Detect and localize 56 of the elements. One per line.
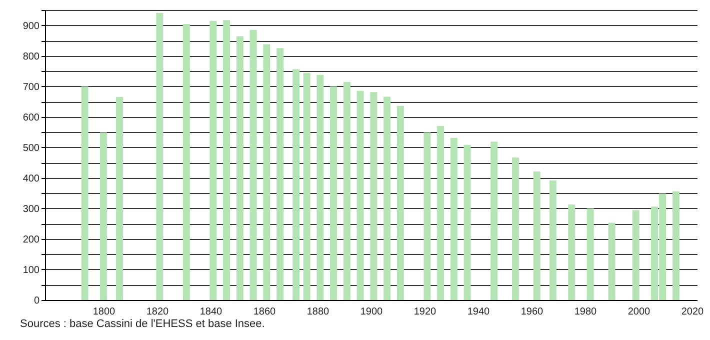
bar xyxy=(512,157,519,300)
bar xyxy=(263,44,270,300)
bar xyxy=(672,191,680,300)
x-tick-label: 1900 xyxy=(360,306,384,318)
bar xyxy=(330,86,338,300)
y-tick-label: 300 xyxy=(22,204,40,215)
y-tick-label: 700 xyxy=(22,82,40,93)
bar xyxy=(100,132,107,300)
bar xyxy=(632,210,640,300)
y-tick-label: 500 xyxy=(22,142,40,154)
bar xyxy=(292,69,300,300)
bar xyxy=(223,20,230,300)
bar xyxy=(236,36,244,300)
x-tick-label: 2020 xyxy=(681,306,704,318)
y-tick-label: 900 xyxy=(22,20,40,32)
x-tick-label: 2000 xyxy=(628,306,651,318)
bar xyxy=(116,97,124,300)
source-note: Sources : base Cassini de l'EHESS et base Insee. xyxy=(20,318,265,330)
y-tick-label: 600 xyxy=(22,112,40,124)
bar xyxy=(437,126,444,300)
y-tick-label: 200 xyxy=(22,234,40,246)
bar xyxy=(316,75,324,300)
x-tick-label: 1880 xyxy=(306,306,330,318)
bar xyxy=(356,90,364,300)
y-tick-label: 0 xyxy=(34,296,40,306)
bar xyxy=(343,82,350,300)
bar xyxy=(276,48,284,300)
bar xyxy=(81,86,88,300)
bar xyxy=(568,204,576,300)
x-tick-label: 1840 xyxy=(200,306,223,318)
x-tick-label: 1940 xyxy=(467,306,490,318)
bar xyxy=(370,92,378,300)
bar xyxy=(210,20,217,300)
x-tick-label: 1820 xyxy=(146,306,170,318)
bar xyxy=(464,144,471,300)
bar xyxy=(549,180,556,300)
x-tick-label: 1960 xyxy=(520,306,544,318)
bar xyxy=(424,132,431,300)
bar xyxy=(156,13,164,300)
bar xyxy=(303,72,310,300)
y-tick-label: 100 xyxy=(22,264,40,276)
bar xyxy=(586,208,594,300)
y-tick-label: 800 xyxy=(22,51,40,62)
bar xyxy=(182,24,190,300)
bar xyxy=(250,30,257,300)
x-tick-label: 1860 xyxy=(253,306,276,318)
bar xyxy=(384,96,391,300)
y-tick-label: 400 xyxy=(22,173,40,184)
bar xyxy=(450,138,458,300)
x-tick-label: 1980 xyxy=(574,306,598,318)
bar xyxy=(608,222,616,300)
bar xyxy=(533,171,540,300)
bar xyxy=(396,106,404,300)
x-tick-label: 1920 xyxy=(414,306,437,318)
x-tick-label: 1800 xyxy=(92,306,116,318)
bar xyxy=(490,142,498,300)
